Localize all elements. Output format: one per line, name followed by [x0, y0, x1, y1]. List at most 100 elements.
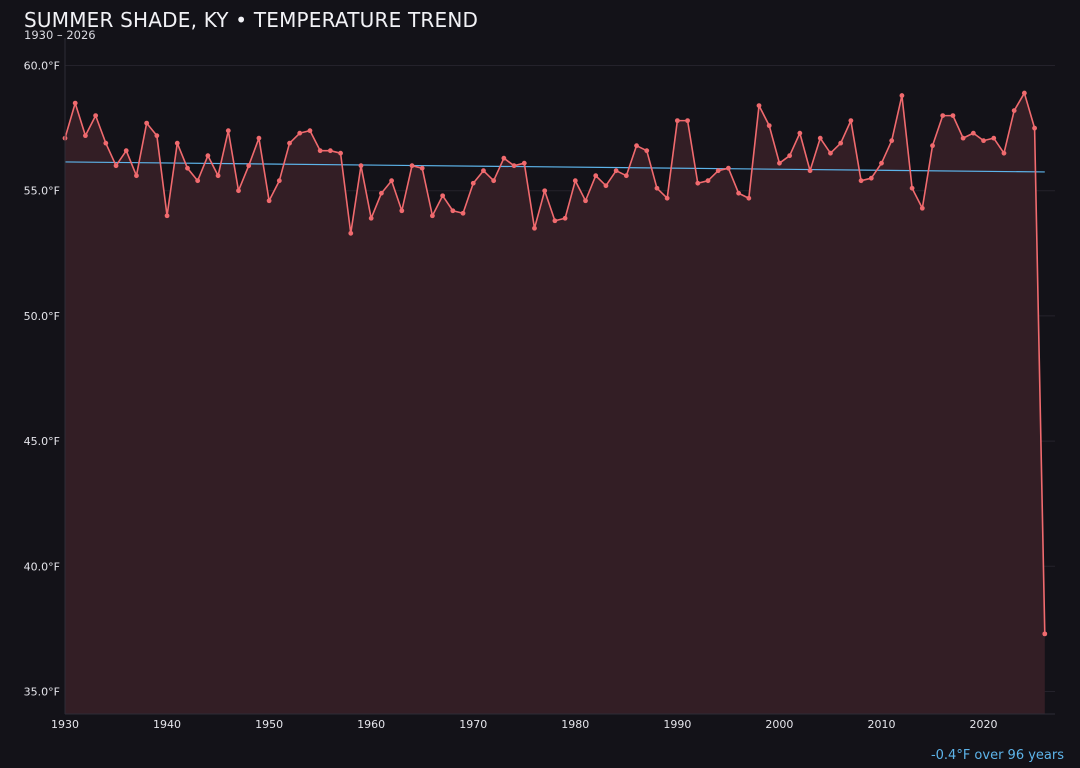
data-point — [623, 173, 629, 179]
x-tick-label: 1950 — [255, 718, 283, 731]
data-point — [185, 165, 190, 171]
data-point — [889, 138, 895, 144]
data-point — [726, 165, 731, 171]
data-point — [164, 213, 170, 219]
data-point — [746, 195, 752, 201]
data-point — [276, 178, 282, 184]
data-point — [807, 168, 813, 174]
data-point — [828, 150, 833, 156]
data-point — [419, 165, 425, 171]
data-point — [1032, 125, 1037, 131]
data-point — [583, 198, 588, 204]
data-point — [389, 178, 394, 184]
x-tick-label: 1990 — [663, 718, 691, 731]
data-point — [991, 135, 997, 141]
data-point — [501, 155, 507, 161]
data-point — [1001, 150, 1007, 156]
data-point — [297, 130, 303, 136]
data-point — [236, 188, 241, 194]
data-point — [144, 120, 150, 126]
data-point — [603, 183, 609, 189]
data-point — [664, 195, 670, 201]
x-tick-label: 1930 — [51, 718, 79, 731]
data-point — [399, 208, 405, 214]
data-point — [532, 225, 537, 231]
x-tick-label: 2020 — [970, 718, 998, 731]
data-point — [868, 175, 874, 181]
x-tick-label: 2010 — [867, 718, 895, 731]
data-point — [440, 193, 446, 199]
data-point — [307, 128, 313, 134]
data-point — [695, 180, 701, 186]
data-point — [93, 113, 99, 119]
data-point — [797, 130, 803, 136]
data-point — [674, 118, 680, 124]
data-point — [644, 148, 650, 154]
data-point — [817, 135, 823, 141]
data-point — [960, 135, 966, 141]
data-point — [460, 210, 466, 216]
data-point — [195, 178, 201, 184]
data-point — [909, 185, 915, 191]
data-point — [593, 173, 599, 179]
data-point — [113, 163, 119, 169]
data-point — [205, 153, 211, 159]
y-tick-label: 35.0°F — [24, 685, 60, 698]
x-tick-label: 1980 — [561, 718, 589, 731]
data-point — [970, 130, 976, 136]
x-tick-label: 1970 — [459, 718, 487, 731]
data-point — [930, 143, 935, 149]
trend-summary: -0.4°F over 96 years — [930, 748, 1064, 763]
chart-subtitle: 1930 – 2026 — [24, 28, 96, 42]
x-tick-label: 1940 — [153, 718, 181, 731]
data-point — [481, 168, 486, 174]
data-point — [215, 173, 221, 179]
data-point — [348, 230, 354, 236]
data-point — [654, 185, 660, 191]
data-point — [919, 205, 925, 211]
data-point — [450, 208, 456, 214]
data-point — [338, 150, 343, 156]
data-point — [736, 190, 742, 196]
data-point — [358, 163, 364, 169]
data-point — [266, 198, 272, 204]
data-point — [174, 140, 180, 146]
data-point — [327, 148, 333, 154]
data-point — [705, 178, 711, 184]
data-point — [470, 180, 476, 186]
data-point — [940, 113, 946, 119]
data-point — [511, 163, 517, 169]
temperature-area — [65, 93, 1045, 714]
data-point — [542, 188, 548, 194]
data-point — [613, 168, 619, 174]
data-point — [756, 103, 762, 108]
data-point — [787, 153, 793, 159]
x-tick-label: 1960 — [357, 718, 385, 731]
data-point — [521, 160, 527, 166]
data-point — [378, 190, 384, 196]
data-point — [634, 143, 639, 149]
axes — [64, 38, 1055, 715]
data-point — [123, 148, 129, 154]
data-point — [572, 178, 578, 184]
data-point — [562, 215, 568, 221]
data-point — [72, 100, 78, 106]
y-tick-label: 45.0°F — [24, 435, 60, 448]
data-point — [491, 178, 497, 184]
data-point — [368, 215, 374, 221]
y-tick-label: 60.0°F — [24, 60, 60, 73]
data-point — [103, 140, 109, 146]
data-point — [552, 218, 558, 224]
data-point — [1011, 108, 1017, 114]
data-point — [317, 148, 323, 154]
data-point — [246, 163, 252, 169]
trend-line — [64, 161, 1045, 173]
data-point — [879, 160, 884, 166]
data-point — [777, 160, 782, 166]
data-point — [685, 118, 690, 124]
data-point — [766, 123, 772, 129]
y-axis-tick-labels: 35.0°F 40.0°F 45.0°F 50.0°F 55.0°F 60.0°F — [24, 60, 60, 699]
x-tick-label: 2000 — [765, 718, 793, 731]
data-point — [1042, 631, 1048, 637]
